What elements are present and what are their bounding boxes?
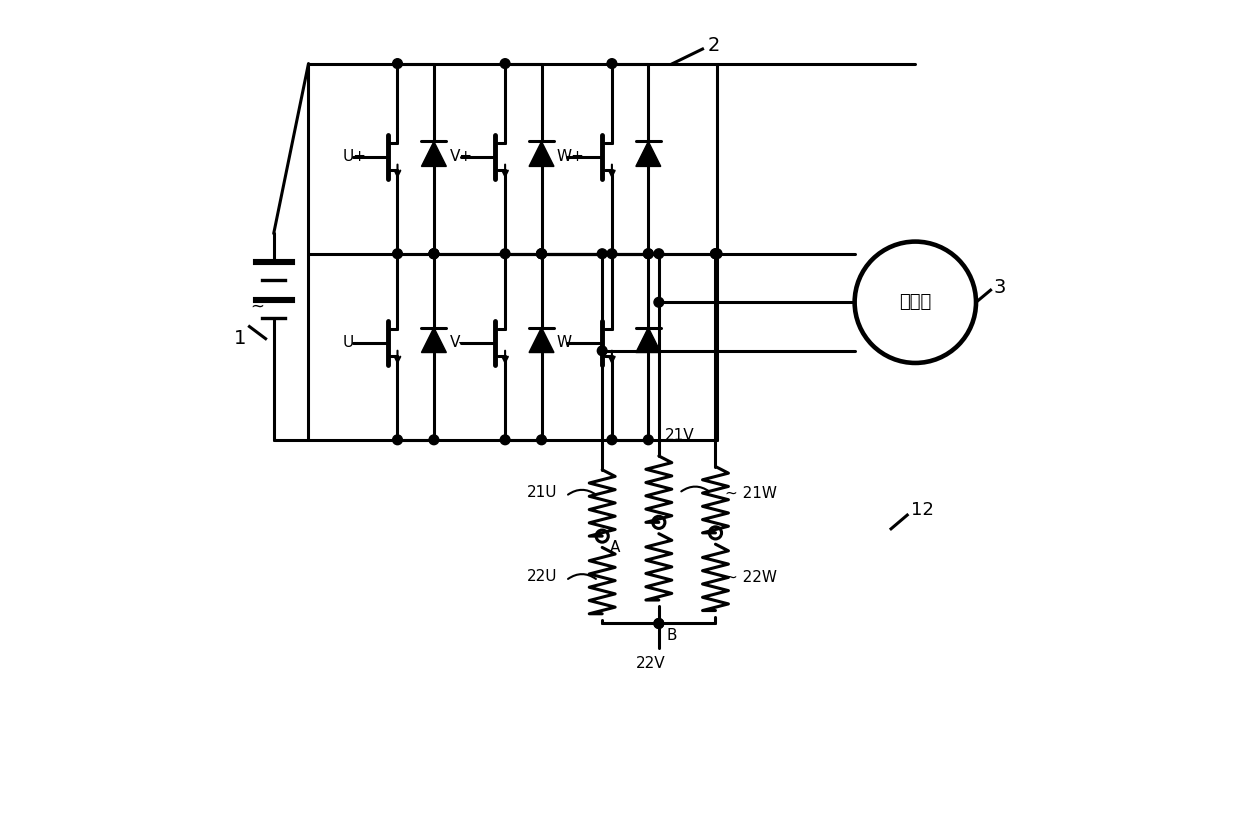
Polygon shape	[422, 328, 446, 352]
Circle shape	[500, 435, 510, 444]
Circle shape	[429, 249, 439, 258]
Circle shape	[598, 249, 608, 258]
Circle shape	[598, 346, 608, 356]
Text: V-: V-	[450, 335, 465, 351]
Circle shape	[653, 619, 663, 628]
Text: ~ 22W: ~ 22W	[725, 570, 777, 585]
Circle shape	[537, 249, 547, 258]
Text: 1: 1	[234, 329, 247, 348]
Text: 电动机: 电动机	[899, 293, 931, 311]
Polygon shape	[529, 328, 554, 352]
Circle shape	[537, 435, 547, 444]
Circle shape	[653, 297, 663, 307]
Text: 2: 2	[707, 36, 719, 55]
Circle shape	[854, 242, 976, 363]
Text: U+: U+	[342, 149, 367, 164]
Text: 3: 3	[993, 278, 1006, 297]
Circle shape	[500, 58, 510, 68]
Circle shape	[712, 249, 722, 258]
Circle shape	[653, 619, 663, 628]
Text: U-: U-	[342, 335, 360, 351]
Circle shape	[429, 249, 439, 258]
Text: 22V: 22V	[636, 656, 666, 671]
Circle shape	[608, 58, 616, 68]
Circle shape	[711, 249, 720, 258]
Circle shape	[653, 249, 663, 258]
Circle shape	[429, 249, 439, 258]
Circle shape	[644, 249, 653, 258]
Text: 12: 12	[911, 501, 934, 519]
Circle shape	[644, 249, 653, 258]
Polygon shape	[636, 328, 661, 352]
Text: ~ 21W: ~ 21W	[725, 486, 777, 500]
Circle shape	[429, 435, 439, 444]
Polygon shape	[529, 142, 554, 166]
Circle shape	[608, 249, 616, 258]
Text: V+: V+	[450, 149, 474, 164]
Polygon shape	[636, 142, 661, 166]
Text: 21U: 21U	[527, 485, 558, 500]
Circle shape	[393, 435, 402, 444]
Circle shape	[393, 58, 402, 68]
Text: ~: ~	[250, 297, 264, 315]
Text: B: B	[667, 627, 677, 643]
Text: W-: W-	[557, 335, 577, 351]
Text: A: A	[610, 540, 621, 556]
Circle shape	[644, 435, 653, 444]
Circle shape	[608, 435, 616, 444]
Circle shape	[537, 249, 547, 258]
Text: 22U: 22U	[527, 569, 558, 584]
Polygon shape	[422, 142, 446, 166]
Circle shape	[393, 249, 402, 258]
Circle shape	[537, 249, 547, 258]
Circle shape	[500, 249, 510, 258]
Circle shape	[711, 249, 720, 258]
Text: W+: W+	[557, 149, 585, 164]
Text: 21V: 21V	[666, 428, 694, 444]
